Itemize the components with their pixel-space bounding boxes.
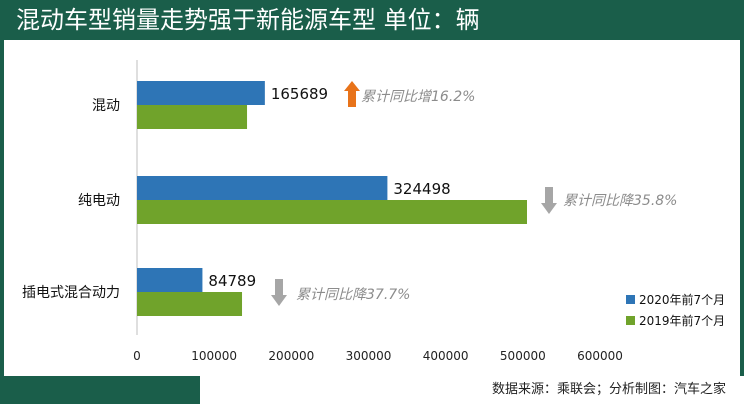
up-arrow-icon [344, 81, 360, 107]
data-label: 165689 [271, 85, 328, 103]
category-label: 插电式混合动力 [22, 285, 120, 301]
bar-2020 [137, 81, 265, 105]
legend-label: 2020年前7个月 [639, 292, 725, 307]
legend-swatch [626, 316, 635, 325]
bar-2019 [137, 200, 528, 224]
footer-bar: 数据来源：乘联会；分析制图：汽车之家 [200, 376, 744, 404]
chart-title: 混动车型销量走势强于新能源车型 单位：辆 [16, 6, 480, 34]
annotation-text: 累计同比降37.7% [296, 287, 410, 303]
bar-2019 [137, 292, 243, 316]
annotation-text: 累计同比降35.8% [563, 193, 677, 209]
bar-2020 [137, 176, 388, 200]
category-label: 纯电动 [78, 193, 120, 209]
x-tick-label: 0 [133, 349, 141, 363]
x-tick-label: 200000 [268, 349, 314, 363]
data-label: 324498 [393, 180, 450, 198]
category-label: 混动 [92, 98, 120, 114]
x-tick-label: 300000 [346, 349, 392, 363]
data-label: 84789 [208, 272, 256, 290]
down-arrow-icon [271, 279, 287, 306]
legend-swatch [626, 295, 635, 304]
x-tick-label: 100000 [191, 349, 237, 363]
legend-label: 2019年前7个月 [639, 313, 725, 328]
annotation-text: 累计同比增16.2% [361, 89, 475, 105]
source-note: 数据来源：乘联会；分析制图：汽车之家 [491, 382, 726, 397]
x-tick-label: 400000 [423, 349, 469, 363]
bar-2020 [137, 268, 203, 292]
x-tick-label: 600000 [577, 349, 623, 363]
x-tick-label: 500000 [500, 349, 546, 363]
down-arrow-icon [541, 187, 557, 214]
bar-2019 [137, 105, 248, 129]
